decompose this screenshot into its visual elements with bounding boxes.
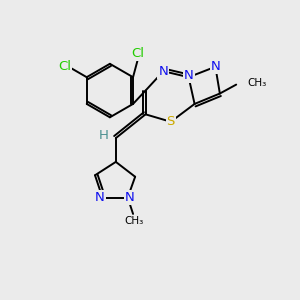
- Text: Cl: Cl: [58, 60, 71, 73]
- Text: CH₃: CH₃: [124, 216, 143, 226]
- Text: N: N: [211, 60, 221, 73]
- Text: N: N: [184, 69, 194, 82]
- Text: Cl: Cl: [131, 47, 144, 60]
- Text: H: H: [98, 129, 108, 142]
- Text: N: N: [125, 191, 135, 204]
- Text: CH₃: CH₃: [248, 78, 267, 88]
- Text: S: S: [167, 115, 175, 128]
- Text: N: N: [95, 191, 105, 204]
- Text: N: N: [158, 65, 168, 78]
